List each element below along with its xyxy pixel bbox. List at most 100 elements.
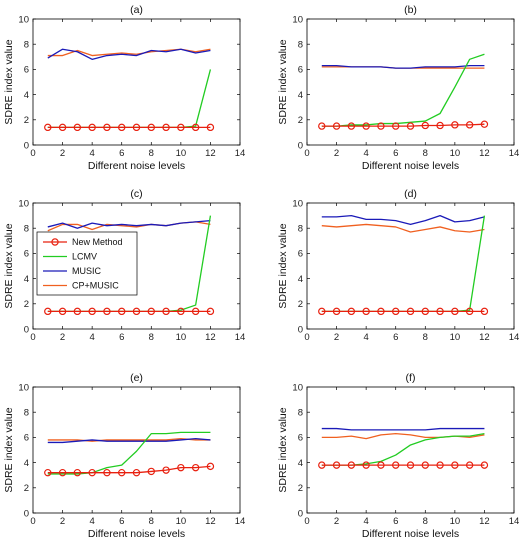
marker-new-method <box>177 463 185 472</box>
x-tick-label: 12 <box>205 332 216 343</box>
legend-label: New Method <box>72 237 123 247</box>
y-axis-label: SDRE index value <box>277 407 289 492</box>
x-tick-label: 6 <box>119 148 124 159</box>
marker-new-method <box>465 121 474 129</box>
series-line-music <box>321 427 485 431</box>
x-tick-label: 0 <box>30 516 35 527</box>
marker-new-method <box>118 123 126 132</box>
y-tick-label: 2 <box>298 299 303 310</box>
marker-new-method <box>421 307 429 316</box>
series-line-new-method <box>321 123 485 127</box>
series-line-lcmv <box>321 53 485 127</box>
x-tick-label: 8 <box>149 332 154 343</box>
x-tick-label: 2 <box>334 332 339 343</box>
marker-new-method <box>103 468 111 477</box>
marker-new-method <box>44 468 52 477</box>
x-tick-label: 10 <box>450 516 461 527</box>
y-tick-label: 2 <box>24 115 29 126</box>
y-tick-label: 10 <box>292 382 303 393</box>
marker-new-method <box>377 307 385 316</box>
y-tick-label: 0 <box>298 508 303 519</box>
x-tick-label: 0 <box>30 332 35 343</box>
marker-new-method <box>480 307 489 316</box>
y-axis-label: SDRE index value <box>277 223 289 308</box>
y-tick-label: 6 <box>298 433 303 444</box>
marker-new-method <box>377 122 385 130</box>
x-axis-label: Different noise levels <box>362 528 459 540</box>
marker-new-method <box>436 121 444 130</box>
series-line-music <box>47 219 211 229</box>
marker-new-method <box>177 123 185 132</box>
marker-new-method <box>147 467 155 476</box>
marker-new-method <box>191 123 200 132</box>
x-tick-label: 12 <box>479 332 490 343</box>
y-tick-label: 0 <box>298 140 303 151</box>
x-tick-label: 10 <box>176 148 187 159</box>
marker-new-method <box>44 307 52 316</box>
marker-new-method <box>206 307 215 316</box>
legend-label: MUSIC <box>72 266 102 276</box>
x-tick-label: 2 <box>334 516 339 527</box>
y-tick-label: 8 <box>24 224 29 235</box>
marker-new-method <box>318 307 326 316</box>
y-tick-label: 8 <box>298 224 303 235</box>
marker-new-method <box>347 461 356 469</box>
marker-new-method <box>436 307 444 316</box>
y-tick-label: 2 <box>298 115 303 126</box>
legend-label: LCMV <box>72 252 97 262</box>
axes-frame <box>32 202 241 330</box>
x-tick-label: 8 <box>423 516 428 527</box>
marker-new-method <box>332 461 341 469</box>
marker-new-method <box>465 307 474 316</box>
axes-frame <box>32 18 241 146</box>
legend-marker <box>51 238 59 246</box>
x-tick-label: 12 <box>205 148 216 159</box>
x-tick-label: 4 <box>89 516 94 527</box>
series-line-music <box>47 438 211 444</box>
y-tick-label: 4 <box>298 274 303 285</box>
x-tick-label: 6 <box>393 516 398 527</box>
series-line-cp-music <box>47 438 211 442</box>
marker-new-method <box>392 307 400 316</box>
series-line-music <box>47 48 211 60</box>
marker-new-method <box>362 461 370 469</box>
x-tick-label: 8 <box>423 148 428 159</box>
marker-new-method <box>465 461 474 469</box>
x-tick-label: 10 <box>450 148 461 159</box>
x-tick-label: 6 <box>119 516 124 527</box>
marker-new-method <box>421 461 429 469</box>
marker-new-method <box>88 468 96 477</box>
y-tick-label: 6 <box>24 433 29 444</box>
marker-new-method <box>392 122 400 130</box>
marker-new-method <box>88 123 96 132</box>
x-tick-label: 12 <box>479 516 490 527</box>
series-line-music <box>321 214 485 226</box>
y-tick-label: 6 <box>298 65 303 76</box>
marker-new-method <box>132 468 141 477</box>
marker-new-method <box>147 307 155 316</box>
subplot-title: (b) <box>404 4 417 16</box>
y-tick-label: 10 <box>18 14 29 25</box>
subplot-title: (d) <box>404 188 417 200</box>
marker-new-method <box>103 307 111 316</box>
y-axis-label: SDRE index value <box>3 223 15 308</box>
y-tick-label: 0 <box>298 324 303 335</box>
y-tick-label: 10 <box>292 198 303 209</box>
marker-new-method <box>451 307 459 316</box>
y-tick-label: 8 <box>298 408 303 419</box>
x-axis-label: Different noise levels <box>88 160 185 172</box>
x-tick-label: 4 <box>89 148 94 159</box>
marker-new-method <box>191 463 200 472</box>
x-tick-label: 12 <box>479 148 490 159</box>
marker-new-method <box>318 461 326 469</box>
y-tick-label: 2 <box>24 299 29 310</box>
x-tick-label: 4 <box>363 332 368 343</box>
legend-label: CP+MUSIC <box>72 281 119 291</box>
axes-frame <box>32 386 241 514</box>
x-tick-label: 8 <box>149 148 154 159</box>
marker-new-method <box>362 307 370 316</box>
